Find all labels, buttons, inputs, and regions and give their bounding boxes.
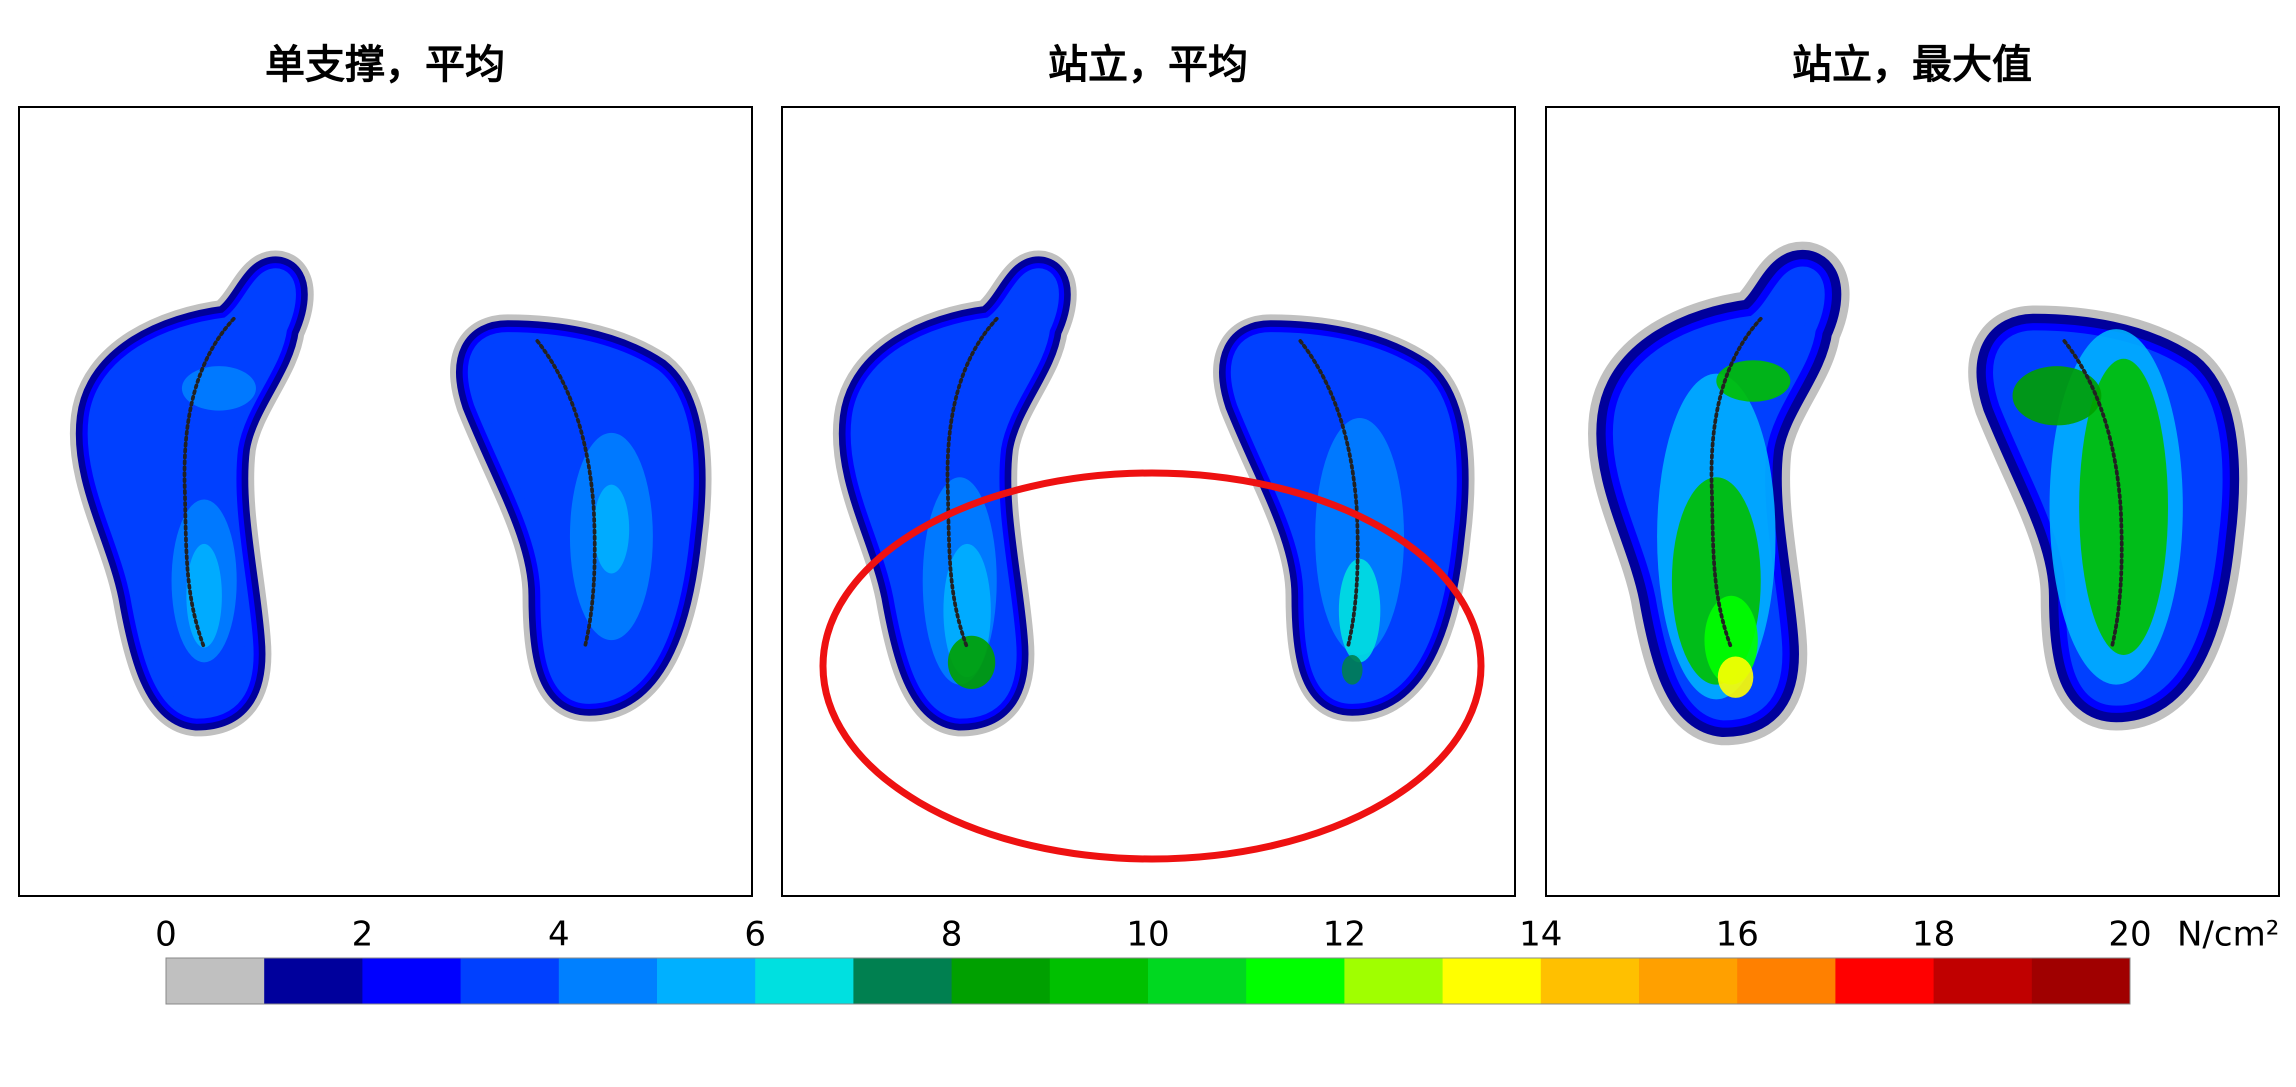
pressure-zone [593,484,630,574]
color-segment [657,958,756,1004]
center-of-pressure [182,316,236,650]
colorbar-tick-label: 20 [2108,915,2151,955]
color-segment [1148,958,1247,1004]
color-segment [1933,958,2033,1004]
colorbar-tick-label: 8 [941,915,963,955]
color-segment [362,958,462,1004]
color-segment [1246,958,1345,1004]
color-segment [1835,958,1935,1004]
colorbar-tick-label: 6 [744,915,766,955]
colorbar-tick-label: 0 [155,915,177,955]
center-of-pressure [945,316,999,650]
color-segment [1737,958,1836,1004]
center-of-pressure [2062,339,2124,650]
pressure-zone [1338,558,1381,663]
color-segment [1540,958,1640,1004]
pressure-zone [2012,366,2102,426]
colorbar-frame [165,957,2131,1005]
panels [18,106,2280,897]
panel-title: 站立，最大值 [1792,42,2032,88]
pressure-zone [947,635,996,690]
colorbar-tick-label: 16 [1716,915,1759,955]
color-segment [460,958,560,1004]
pressure-zone [1315,418,1405,655]
color-segment [2031,958,2131,1004]
pressure-zone [1341,654,1363,685]
foot-map [1588,241,2248,746]
center-of-pressure [1709,316,1763,650]
highlight-ellipse [819,469,1485,863]
color-segment [558,958,658,1004]
pressure-zone [1716,360,1791,402]
center-of-pressure [1298,339,1360,650]
pressure-zone [1717,656,1754,698]
colorbar-tick-label: 2 [352,915,374,955]
colorbar-tick-label: 10 [1126,915,1169,955]
center-of-pressure [535,339,597,650]
colorbar-tick-label: 14 [1519,915,1562,955]
color-segment [1344,958,1444,1004]
foot-map [832,250,1475,737]
color-segment [1049,958,1149,1004]
color-segment [1639,958,1738,1004]
color-segment [951,958,1051,1004]
panel-title: 站立，平均 [1048,42,1248,88]
panel-title: 单支撑，平均 [265,42,505,88]
color-segment [264,958,363,1004]
foot-map [69,250,712,737]
color-segment [755,958,854,1004]
color-segment [853,958,953,1004]
colorbar-tick-label: 18 [1912,915,1955,955]
color-segment [166,958,265,1004]
color-segment [1442,958,1542,1004]
pressure-zone [2079,358,2169,655]
colorbar-tick-label: 4 [548,915,570,955]
colorbar-tick-label: 12 [1323,915,1366,955]
colorbar: 0 2 4 6 8 10 12 14 16 18 20 N/cm² [155,915,2279,1005]
colorbar-unit: N/cm² [2177,915,2279,955]
